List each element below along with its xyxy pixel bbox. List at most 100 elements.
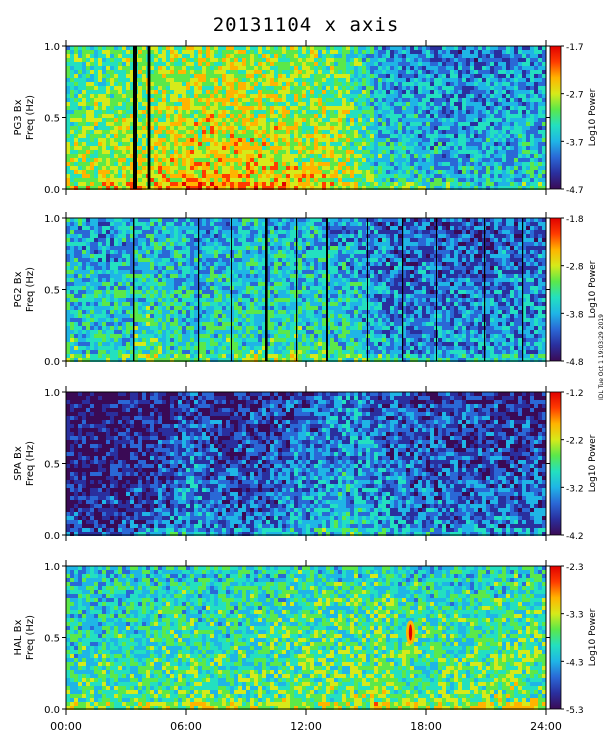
heatmap-cell: [538, 118, 542, 122]
heatmap-cell: [322, 86, 326, 90]
heatmap-cell: [474, 126, 478, 130]
heatmap-cell: [390, 66, 394, 70]
heatmap-cell: [526, 70, 530, 74]
heatmap-cell: [158, 54, 162, 58]
heatmap-cell: [206, 110, 210, 114]
heatmap-cell: [66, 346, 70, 350]
heatmap-cell: [390, 158, 394, 162]
heatmap-cell: [170, 118, 174, 122]
heatmap-cell: [302, 54, 306, 58]
heatmap-cell: [274, 46, 278, 50]
heatmap-cell: [114, 254, 118, 258]
heatmap-cell: [354, 150, 358, 154]
heatmap-cell: [486, 134, 490, 138]
heatmap-cell: [506, 106, 510, 110]
heatmap-cell: [486, 154, 490, 158]
heatmap-cell: [394, 58, 398, 62]
heatmap-cell: [418, 170, 422, 174]
heatmap-cell: [142, 82, 146, 86]
heatmap-cell: [366, 158, 370, 162]
heatmap-cell: [414, 82, 418, 86]
heatmap-cell: [470, 110, 474, 114]
heatmap-cell: [410, 46, 414, 50]
heatmap-cell: [222, 94, 226, 98]
heatmap-cell: [70, 162, 74, 166]
heatmap-cell: [290, 162, 294, 166]
heatmap-cell: [122, 302, 126, 306]
heatmap-cell: [130, 130, 134, 134]
heatmap-cell: [98, 322, 102, 326]
heatmap-cell: [374, 166, 378, 170]
heatmap-cell: [118, 62, 122, 66]
heatmap-cell: [382, 66, 386, 70]
heatmap-cell: [362, 70, 366, 74]
heatmap-cell: [518, 62, 522, 66]
heatmap-cell: [70, 178, 74, 182]
heatmap-cell: [250, 122, 254, 126]
heatmap-cell: [238, 74, 242, 78]
heatmap-cell: [322, 74, 326, 78]
heatmap-cell: [454, 170, 458, 174]
heatmap-cell: [74, 282, 78, 286]
heatmap-cell: [350, 78, 354, 82]
heatmap-cell: [450, 66, 454, 70]
heatmap-cell: [230, 138, 234, 142]
heatmap-cell: [386, 62, 390, 66]
heatmap-cell: [222, 166, 226, 170]
heatmap-cell: [194, 98, 198, 102]
heatmap-cell: [290, 142, 294, 146]
heatmap-cell: [542, 82, 546, 86]
heatmap-cell: [478, 78, 482, 82]
heatmap-cell: [122, 266, 126, 270]
heatmap-cell: [110, 86, 114, 90]
heatmap-cell: [326, 122, 330, 126]
heatmap-cell: [94, 306, 98, 310]
heatmap-cell: [498, 130, 502, 134]
heatmap-cell: [98, 130, 102, 134]
heatmap-cell: [286, 98, 290, 102]
heatmap-cell: [454, 98, 458, 102]
heatmap-cell: [66, 114, 70, 118]
heatmap-cell: [434, 74, 438, 78]
heatmap-cell: [446, 74, 450, 78]
heatmap-cell: [398, 70, 402, 74]
heatmap-cell: [178, 114, 182, 118]
heatmap-cell: [506, 66, 510, 70]
heatmap-cell: [86, 158, 90, 162]
heatmap-cell: [526, 158, 530, 162]
heatmap-cell: [130, 358, 134, 362]
heatmap-cell: [202, 118, 206, 122]
heatmap-cell: [390, 118, 394, 122]
heatmap-cell: [446, 138, 450, 142]
heatmap-cell: [218, 114, 222, 118]
heatmap-cell: [514, 122, 518, 126]
heatmap-cell: [154, 174, 158, 178]
heatmap-cell: [378, 102, 382, 106]
heatmap-cell: [266, 98, 270, 102]
heatmap-cell: [106, 54, 110, 58]
heatmap-cell: [150, 174, 154, 178]
heatmap-cell: [390, 122, 394, 126]
heatmap-cell: [106, 158, 110, 162]
heatmap-cell: [66, 278, 70, 282]
heatmap-cell: [502, 158, 506, 162]
heatmap-cell: [394, 126, 398, 130]
heatmap-cell: [434, 70, 438, 74]
heatmap-cell: [442, 142, 446, 146]
heatmap-cell: [138, 146, 142, 150]
heatmap-cell: [106, 74, 110, 78]
heatmap-cell: [306, 86, 310, 90]
heatmap-cell: [102, 262, 106, 266]
heatmap-cell: [410, 142, 414, 146]
heatmap-cell: [274, 110, 278, 114]
heatmap-cell: [510, 102, 514, 106]
heatmap-cell: [170, 138, 174, 142]
heatmap-cell: [218, 186, 222, 190]
heatmap-cell: [94, 114, 98, 118]
heatmap-cell: [174, 46, 178, 50]
heatmap-cell: [150, 114, 154, 118]
heatmap-cell: [118, 182, 122, 186]
heatmap-cell: [486, 50, 490, 54]
heatmap-cell: [502, 82, 506, 86]
heatmap-cell: [234, 186, 238, 190]
